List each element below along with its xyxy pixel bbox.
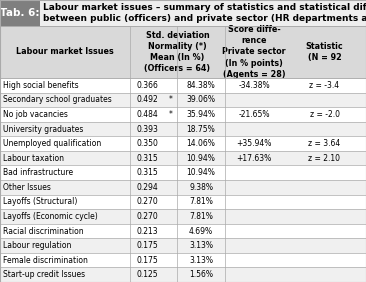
Text: 0.393: 0.393 [137,124,158,133]
Text: Statistic
(N = 92: Statistic (N = 92 [306,42,343,62]
Text: 10.94%: 10.94% [187,168,216,177]
Text: 0.175: 0.175 [137,256,158,265]
Text: Tab. 6:: Tab. 6: [0,8,40,18]
Text: Unemployed qualification: Unemployed qualification [3,139,101,148]
Text: 14.06%: 14.06% [187,139,216,148]
Text: 39.06%: 39.06% [187,95,216,104]
Bar [0,92,366,107]
Text: 1.56%: 1.56% [189,270,213,279]
Text: -21.65%: -21.65% [238,110,270,119]
Text: Labour market Issues: Labour market Issues [16,47,114,56]
Text: +17.63%: +17.63% [236,154,272,163]
Text: Score diffe-
rence
Private sector
(In % points)
(Agents = 28): Score diffe- rence Private sector (In % … [222,25,286,79]
Text: 0.213: 0.213 [137,226,158,235]
Text: 0.492: 0.492 [137,95,158,104]
Text: Labour market issues – summary of statistics and statistical differences
between: Labour market issues – summary of statis… [43,3,366,23]
Bar [0,0,366,26]
Text: -34.38%: -34.38% [238,81,270,90]
Text: z = -2.0: z = -2.0 [310,110,340,119]
Text: No job vacancies: No job vacancies [3,110,68,119]
Text: +35.94%: +35.94% [236,139,272,148]
Text: 84.38%: 84.38% [187,81,215,90]
Bar [0,166,366,180]
Text: Racial discrimination: Racial discrimination [3,226,83,235]
Text: 0.350: 0.350 [137,139,158,148]
Text: z = 3.64: z = 3.64 [309,139,341,148]
Bar [0,195,366,209]
Bar [0,238,366,253]
Text: University graduates: University graduates [3,124,83,133]
Bar [0,0,40,26]
Text: 0.315: 0.315 [137,168,158,177]
Text: *: * [169,110,173,119]
Text: Layoffs (Structural): Layoffs (Structural) [3,197,77,206]
Text: 10.94%: 10.94% [187,154,216,163]
Bar [0,224,366,238]
Text: Labour regulation: Labour regulation [3,241,71,250]
Text: 7.81%: 7.81% [189,212,213,221]
Bar [0,26,366,78]
Text: 0.366: 0.366 [137,81,158,90]
Bar [0,253,366,267]
Bar [0,122,366,136]
Text: High social benefits: High social benefits [3,81,79,90]
Text: z = 2.10: z = 2.10 [309,154,340,163]
Text: 7.81%: 7.81% [189,197,213,206]
Text: 18.75%: 18.75% [187,124,215,133]
Bar [0,136,366,151]
Text: *: * [169,95,173,104]
Text: 9.38%: 9.38% [189,183,213,192]
Text: 35.94%: 35.94% [187,110,216,119]
Text: Other Issues: Other Issues [3,183,51,192]
Text: 3.13%: 3.13% [189,241,213,250]
Text: 0.294: 0.294 [137,183,158,192]
Text: 4.69%: 4.69% [189,226,213,235]
Text: Start-up credit Issues: Start-up credit Issues [3,270,85,279]
Text: 0.270: 0.270 [137,212,158,221]
Bar [0,107,366,122]
Text: 0.270: 0.270 [137,197,158,206]
Bar [0,180,366,195]
Text: Secondary school graduates: Secondary school graduates [3,95,112,104]
Bar [0,267,366,282]
Text: Bad infrastructure: Bad infrastructure [3,168,73,177]
Text: z = -3.4: z = -3.4 [309,81,340,90]
Text: 0.484: 0.484 [137,110,158,119]
Text: 0.125: 0.125 [137,270,158,279]
Bar [0,78,366,92]
Text: Layoffs (Economic cycle): Layoffs (Economic cycle) [3,212,98,221]
Bar [0,209,366,224]
Bar [40,0,366,26]
Text: 0.175: 0.175 [137,241,158,250]
Text: 0.315: 0.315 [137,154,158,163]
Text: Female discrimination: Female discrimination [3,256,88,265]
Text: Labour taxation: Labour taxation [3,154,64,163]
Bar [0,151,366,166]
Text: Std. deviation
Normality (*)
Mean (In %)
(Officers = 64): Std. deviation Normality (*) Mean (In %)… [145,31,210,73]
Text: 3.13%: 3.13% [189,256,213,265]
